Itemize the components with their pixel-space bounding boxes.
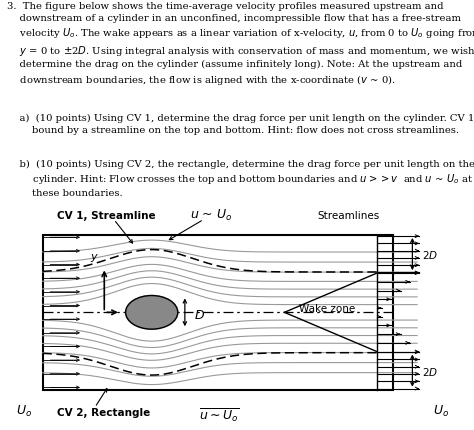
Text: $2D$: $2D$ xyxy=(422,365,438,377)
Text: $2D$: $2D$ xyxy=(422,249,438,261)
Text: CV 1, Streamline: CV 1, Streamline xyxy=(57,210,155,220)
Text: $u$ ~ $U_o$: $u$ ~ $U_o$ xyxy=(190,208,232,223)
Text: $y$: $y$ xyxy=(91,252,99,264)
Text: a)  (10 points) Using CV 1, determine the drag force per unit length on the cyli: a) (10 points) Using CV 1, determine the… xyxy=(7,114,474,135)
Text: $D$: $D$ xyxy=(194,308,205,321)
Text: $U_o$: $U_o$ xyxy=(16,403,32,418)
Text: Streamlines: Streamlines xyxy=(318,210,380,220)
Text: $\overline{u \sim U_o}$: $\overline{u \sim U_o}$ xyxy=(199,405,239,423)
Text: $U_o$: $U_o$ xyxy=(433,403,449,418)
Text: $x$: $x$ xyxy=(130,297,138,307)
Text: 3.  The figure below shows the time-average velocity profiles measured upstream : 3. The figure below shows the time-avera… xyxy=(7,2,474,86)
Text: Wake zone: Wake zone xyxy=(299,303,355,313)
Text: b)  (10 points) Using CV 2, the rectangle, determine the drag force per unit len: b) (10 points) Using CV 2, the rectangle… xyxy=(7,159,474,197)
Ellipse shape xyxy=(126,296,178,329)
Text: CV 2, Rectangle: CV 2, Rectangle xyxy=(57,407,150,417)
